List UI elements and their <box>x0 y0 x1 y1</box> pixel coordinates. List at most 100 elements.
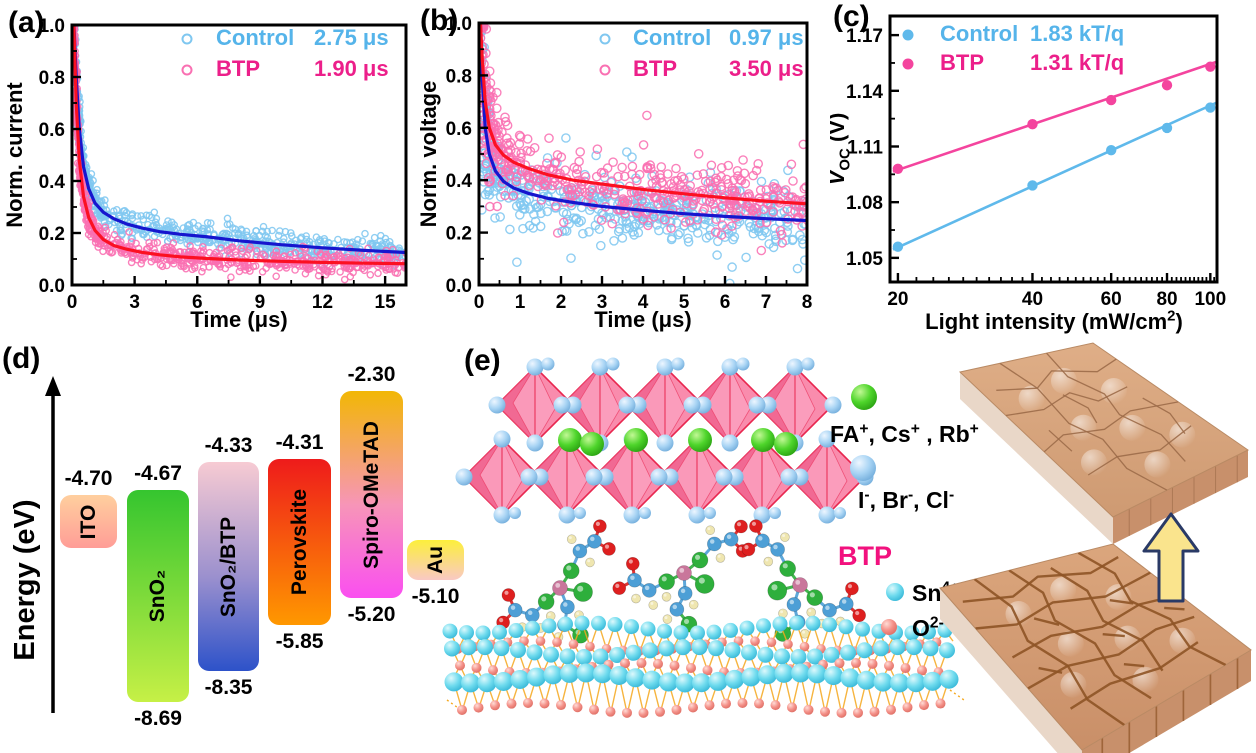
x-tick-label: 5 <box>679 292 690 313</box>
legend-value: 1.31 kT/q <box>1030 50 1124 75</box>
energy-value-bottom: -8.35 <box>204 676 253 699</box>
energy-value-bottom: -5.85 <box>275 630 324 653</box>
y-tick-label: 0.4 <box>446 171 473 192</box>
y-tick-label: 0.0 <box>39 276 65 297</box>
energy-axis-arrow <box>45 376 61 713</box>
chart-svg-c: 20 40 60 80 100 1.05 1.08 1.11 1.14 1.17 Light int… <box>824 14 1226 334</box>
legend-marker <box>599 33 611 45</box>
panel-b-label: (b) <box>420 4 459 37</box>
x-tick-label: 2 <box>556 292 567 313</box>
legend-marker <box>181 33 193 45</box>
fit-line-btp <box>72 25 406 266</box>
legend-marker <box>902 58 914 70</box>
panel-d-energy-diagram: Energy (eV) ITO -4.70 SnO₂ -4.67 -8.69 SnO₂/B… <box>0 340 470 753</box>
x-tick-label: 8 <box>802 292 813 313</box>
film-slab-before <box>939 543 1252 753</box>
legend-name: BTP <box>940 50 984 75</box>
legend-value: 0.97 μs <box>729 25 804 50</box>
legend-marker <box>181 64 193 76</box>
x-tick-label: 4 <box>638 292 649 313</box>
x-axis-title: Time (μs) <box>190 307 287 332</box>
energy-value-bottom: -5.20 <box>347 603 396 626</box>
green-sphere <box>851 384 877 410</box>
y-tick-label: 1.0 <box>39 16 65 37</box>
legend-label: O2- <box>912 614 944 641</box>
x-axis: 20 40 60 80 100 <box>887 273 1226 310</box>
y-tick-label: 1.17 <box>846 26 883 47</box>
legend-name: Control <box>216 25 294 50</box>
energy-value-top: -4.33 <box>204 434 253 457</box>
y-axis: 0.0 0.2 0.4 0.6 0.8 1.0 <box>39 16 81 297</box>
x-tick-label: 1 <box>515 292 526 313</box>
x-tick-label: 6 <box>192 292 203 313</box>
perovskite-lattice <box>455 357 874 524</box>
y-axis-title: Norm. voltage <box>420 81 441 228</box>
legend-name: Control <box>633 25 711 50</box>
salmon-sphere <box>881 619 897 635</box>
x-tick-label: 6 <box>720 292 731 313</box>
energy-bar-au: Au <box>407 540 464 580</box>
x-tick-label: 100 <box>1194 289 1226 310</box>
legend-name: BTP <box>216 56 260 81</box>
y-tick-label: 1.0 <box>446 14 472 35</box>
y-tick-label: 0.2 <box>446 224 472 245</box>
x-tick-label: 60 <box>1101 289 1122 310</box>
panel-c-voc-chart: 20 40 60 80 100 1.05 1.08 1.11 1.14 1.17 Light int… <box>824 0 1256 340</box>
y-tick-label: 0.8 <box>446 66 472 87</box>
plot-frame <box>888 14 1219 284</box>
y-tick-label: 0.6 <box>446 119 472 140</box>
x-tick-label: 3 <box>129 292 140 313</box>
energy-bar-sno-btp: SnO₂/BTP <box>198 462 259 671</box>
x-axis: 0 1 2 3 4 5 6 7 8 <box>474 276 813 313</box>
x-tick-label: 3 <box>597 292 608 313</box>
x-axis-title: Time (μs) <box>594 307 691 332</box>
x-tick-label: 0 <box>67 292 78 313</box>
x-tick-label: 20 <box>887 289 908 310</box>
legend-label: FA+, Cs+ , Rb+ <box>830 420 979 447</box>
y-axis-title: VOC (V) <box>830 113 853 186</box>
legend-value: 3.50 μs <box>729 56 804 81</box>
y-tick-label: 1.08 <box>846 193 883 214</box>
y-axis-title: Norm. current <box>2 82 27 228</box>
legend-label: BTP <box>838 541 892 571</box>
legend-value: 1.90 μs <box>314 56 389 81</box>
y-tick-label: 0.4 <box>39 172 66 193</box>
legend-value: 2.75 μs <box>314 25 389 50</box>
x-tick-label: 0 <box>474 292 485 313</box>
energy-value-top: -2.30 <box>347 363 396 386</box>
x-tick-label: 80 <box>1156 289 1177 310</box>
improvement-arrow <box>1142 512 1200 603</box>
cyan-sphere <box>886 583 904 601</box>
energy-bar-spiro-ometad: Spiro-OMeTAD <box>340 391 403 598</box>
illustration-legend: FA+, Cs+ , Rb+I-, Br-, Cl-BTPSn4+O2- <box>830 384 979 641</box>
y-tick-label: 1.14 <box>846 82 883 103</box>
legend-marker <box>599 64 611 76</box>
lightblue-sphere <box>850 455 876 481</box>
panel-b-photovoltage-chart: 0 1 2 3 4 5 6 7 8 0.0 0.2 0.4 0.6 0.8 1.0 Time (μs) Norm… <box>416 0 830 340</box>
y-tick-label: 0.8 <box>39 68 65 89</box>
chart-svg-a: 0 3 6 9 12 15 0.0 0.2 0.4 0.6 0.8 1.0 Time (μs) Norm.… <box>2 16 408 332</box>
x-axis-title: Light intensity (mW/cm2) <box>925 308 1183 334</box>
legend-name: Control <box>940 21 1018 46</box>
energy-value-top: -4.31 <box>275 431 324 454</box>
panel-d-label: (d) <box>2 342 41 375</box>
film-slab-after <box>958 342 1249 544</box>
energy-value-bottom: -5.10 <box>411 585 460 608</box>
fit-line-control <box>479 23 807 223</box>
sno2-lattice <box>442 615 965 718</box>
panel-a-photocurrent-chart: 0 3 6 9 12 15 0.0 0.2 0.4 0.6 0.8 1.0 Time (μs) Norm.… <box>0 0 420 340</box>
legend: Control 2.75 μs BTP 1.90 μs <box>181 25 389 81</box>
panel-e-label: (e) <box>464 344 501 377</box>
energy-value-top: -4.67 <box>134 462 182 485</box>
energy-bar-sno-: SnO₂ <box>127 490 189 702</box>
legend-value: 1.83 kT/q <box>1030 21 1124 46</box>
energy-bar-ito: ITO <box>60 495 117 548</box>
legend: Control 0.97 μs BTP 3.50 μs <box>599 25 804 81</box>
legend-marker <box>902 29 914 41</box>
y-axis: 0.0 0.2 0.4 0.6 0.8 1.0 <box>446 14 488 297</box>
x-tick-label: 9 <box>255 292 266 313</box>
energy-value-bottom: -8.69 <box>134 707 182 730</box>
y-tick-label: 0.6 <box>39 120 65 141</box>
series-btp <box>892 60 1217 174</box>
x-tick-label: 12 <box>312 292 333 313</box>
